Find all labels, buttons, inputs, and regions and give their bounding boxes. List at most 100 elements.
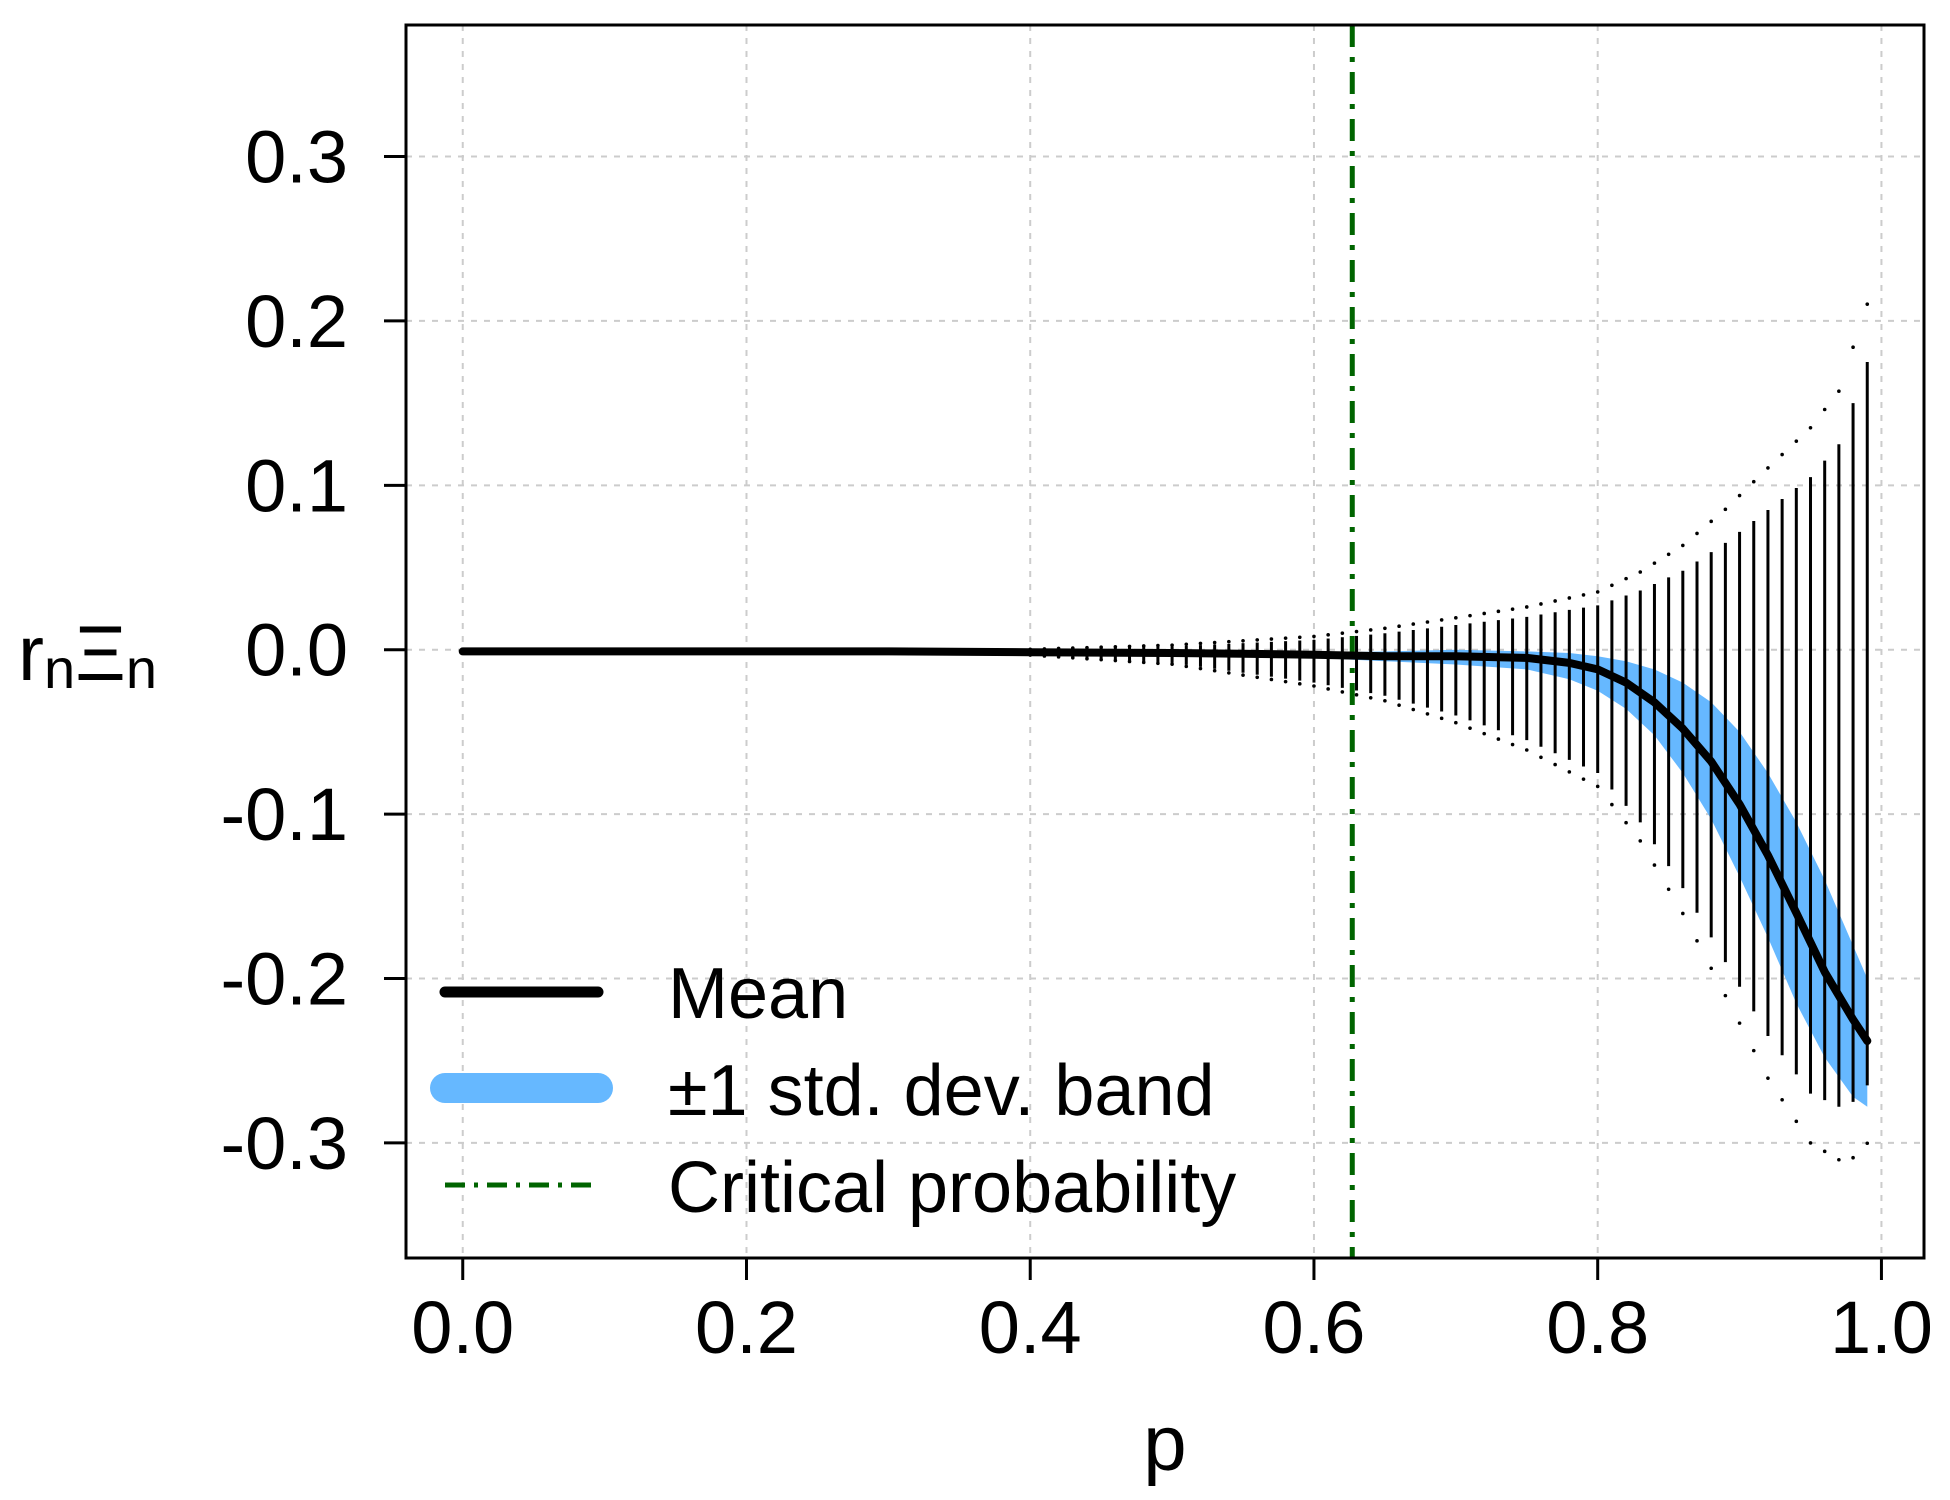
sample-outlier-low-0.72: [1482, 731, 1487, 736]
y-tick-label-4: 0.1: [245, 444, 348, 527]
sample-outlier-low-0.51: [1184, 664, 1189, 669]
x-tick-label-2: 0.4: [979, 1286, 1082, 1369]
y-axis-title-base1: r: [18, 609, 44, 697]
y-tick-label-6: 0.3: [245, 116, 348, 199]
sample-outlier-high-0.65: [1383, 626, 1387, 631]
sample-outlier-high-0.58: [1283, 636, 1288, 640]
sample-outlier-high-0.48: [1141, 644, 1146, 648]
y-axis-title-sub2: n: [126, 637, 157, 700]
sample-outlier-low-0.81: [1610, 802, 1614, 807]
sample-spread: [1028, 302, 1870, 1162]
sample-outlier-high-0.85: [1666, 552, 1671, 557]
sample-outlier-low-0.90: [1737, 1021, 1742, 1025]
y-axis-title-sub1: n: [44, 637, 75, 700]
sample-outlier-low-0.89: [1723, 993, 1728, 998]
sample-outlier-high-0.99: [1865, 302, 1870, 306]
sample-outlier-high-0.53: [1212, 640, 1217, 645]
sample-outlier-high-0.93: [1780, 452, 1784, 457]
y-tick-label-0: -0.3: [220, 1102, 348, 1185]
sample-outlier-low-0.85: [1666, 887, 1671, 892]
sample-outlier-low-0.79: [1581, 777, 1586, 781]
sample-outlier-low-0.93: [1780, 1097, 1784, 1102]
sample-outlier-high-0.57: [1269, 637, 1274, 641]
sample-outlier-high-0.74: [1510, 607, 1515, 611]
sample-outlier-high-0.63: [1354, 629, 1359, 634]
sample-outlier-low-0.64: [1368, 696, 1373, 700]
sample-outlier-low-0.77: [1553, 762, 1557, 767]
sample-outlier-low-0.52: [1198, 666, 1203, 671]
sample-outlier-low-0.75: [1524, 748, 1529, 752]
sample-outlier-low-0.54: [1227, 671, 1231, 675]
sample-outlier-high-0.76: [1539, 602, 1543, 606]
sample-outlier-high-0.84: [1652, 561, 1657, 565]
sample-outlier-high-0.56: [1255, 638, 1260, 642]
sample-outlier-low-0.56: [1255, 675, 1260, 680]
sample-outlier-high-0.66: [1397, 624, 1401, 628]
std-dev-band-area: [1314, 649, 1868, 1107]
x-axis: 0.0 0.2 0.4 0.6 0.8 1.0: [411, 1258, 1933, 1369]
sample-outlier-high-0.61: [1326, 633, 1330, 637]
sample-outlier-high-0.90: [1737, 493, 1742, 498]
sample-outlier-low-0.99: [1865, 1141, 1870, 1146]
sample-outlier-high-0.59: [1297, 635, 1302, 640]
sample-outlier-high-0.45: [1099, 645, 1103, 650]
x-tick-label-5: 1.0: [1830, 1286, 1933, 1369]
sample-outlier-low-0.43: [1070, 655, 1075, 660]
x-tick-label-0: 0.0: [411, 1286, 514, 1369]
sample-outlier-low-0.88: [1709, 966, 1713, 971]
x-axis-title: p: [1143, 1399, 1186, 1487]
sample-outlier-high-0.94: [1794, 439, 1799, 443]
sample-outlier-low-0.83: [1638, 839, 1643, 843]
sample-outlier-high-0.52: [1198, 641, 1203, 646]
sample-outlier-high-0.88: [1709, 519, 1713, 524]
std-dev-band: [1314, 649, 1868, 1107]
legend-label-mean: Mean: [668, 954, 848, 1034]
sample-outlier-high-0.92: [1766, 466, 1770, 470]
sample-outlier-low-0.82: [1624, 820, 1628, 825]
legend-label-band: ±1 std. dev. band: [668, 1051, 1215, 1131]
sample-outlier-low-0.61: [1326, 687, 1330, 691]
y-tick-label-5: 0.2: [245, 280, 348, 363]
sample-outlier-high-0.96: [1822, 407, 1827, 412]
sample-outlier-low-0.48: [1141, 660, 1146, 665]
sample-outlier-low-0.87: [1695, 939, 1699, 943]
legend-label-critical: Critical probability: [668, 1148, 1236, 1228]
sample-outlier-high-0.87: [1695, 531, 1699, 536]
sample-outlier-high-0.60: [1312, 634, 1316, 639]
sample-outlier-high-0.72: [1482, 611, 1487, 616]
sample-outlier-high-0.70: [1454, 616, 1458, 620]
sample-outlier-low-0.53: [1212, 668, 1217, 673]
sample-outlier-high-0.98: [1851, 345, 1855, 350]
sample-outlier-low-0.70: [1454, 720, 1458, 725]
sample-outlier-high-0.54: [1227, 639, 1231, 644]
y-axis-title: rnΞn: [18, 609, 157, 700]
sample-outlier-low-0.69: [1439, 716, 1444, 721]
sample-outlier-high-0.55: [1241, 638, 1245, 643]
sample-outlier-high-0.47: [1127, 644, 1132, 649]
sample-outlier-high-0.46: [1113, 645, 1118, 649]
sample-outlier-low-0.84: [1652, 863, 1657, 867]
sample-outlier-low-0.57: [1269, 677, 1274, 682]
plot-frame: [404, 23, 1926, 1260]
sample-outlier-high-0.95: [1808, 425, 1813, 430]
sample-outlier-low-0.71: [1468, 726, 1472, 730]
sample-outlier-high-0.50: [1170, 643, 1174, 647]
sample-outlier-high-0.89: [1723, 507, 1728, 512]
sample-outlier-high-0.64: [1368, 628, 1373, 632]
sample-outlier-high-0.97: [1837, 389, 1841, 394]
sample-outlier-low-0.59: [1297, 682, 1302, 686]
y-axis-title-base2: Ξ: [75, 609, 126, 697]
y-tick-label-2: -0.1: [220, 773, 348, 856]
y-axis: -0.3 -0.2 -0.1 0.0 0.1 0.2 0.3: [220, 116, 406, 1185]
sample-outlier-high-0.73: [1496, 609, 1501, 614]
x-tick-label-1: 0.2: [695, 1286, 798, 1369]
sample-outlier-high-0.67: [1411, 622, 1416, 626]
mean-line: [458, 647, 1872, 1045]
sample-outlier-high-0.80: [1595, 590, 1600, 594]
sample-outlier-low-0.63: [1354, 693, 1359, 697]
sample-outlier-high-0.75: [1524, 605, 1529, 609]
sample-outlier-low-0.92: [1766, 1076, 1770, 1080]
y-tick-label-3: 0.0: [245, 609, 348, 692]
sample-outlier-low-0.76: [1539, 755, 1543, 760]
